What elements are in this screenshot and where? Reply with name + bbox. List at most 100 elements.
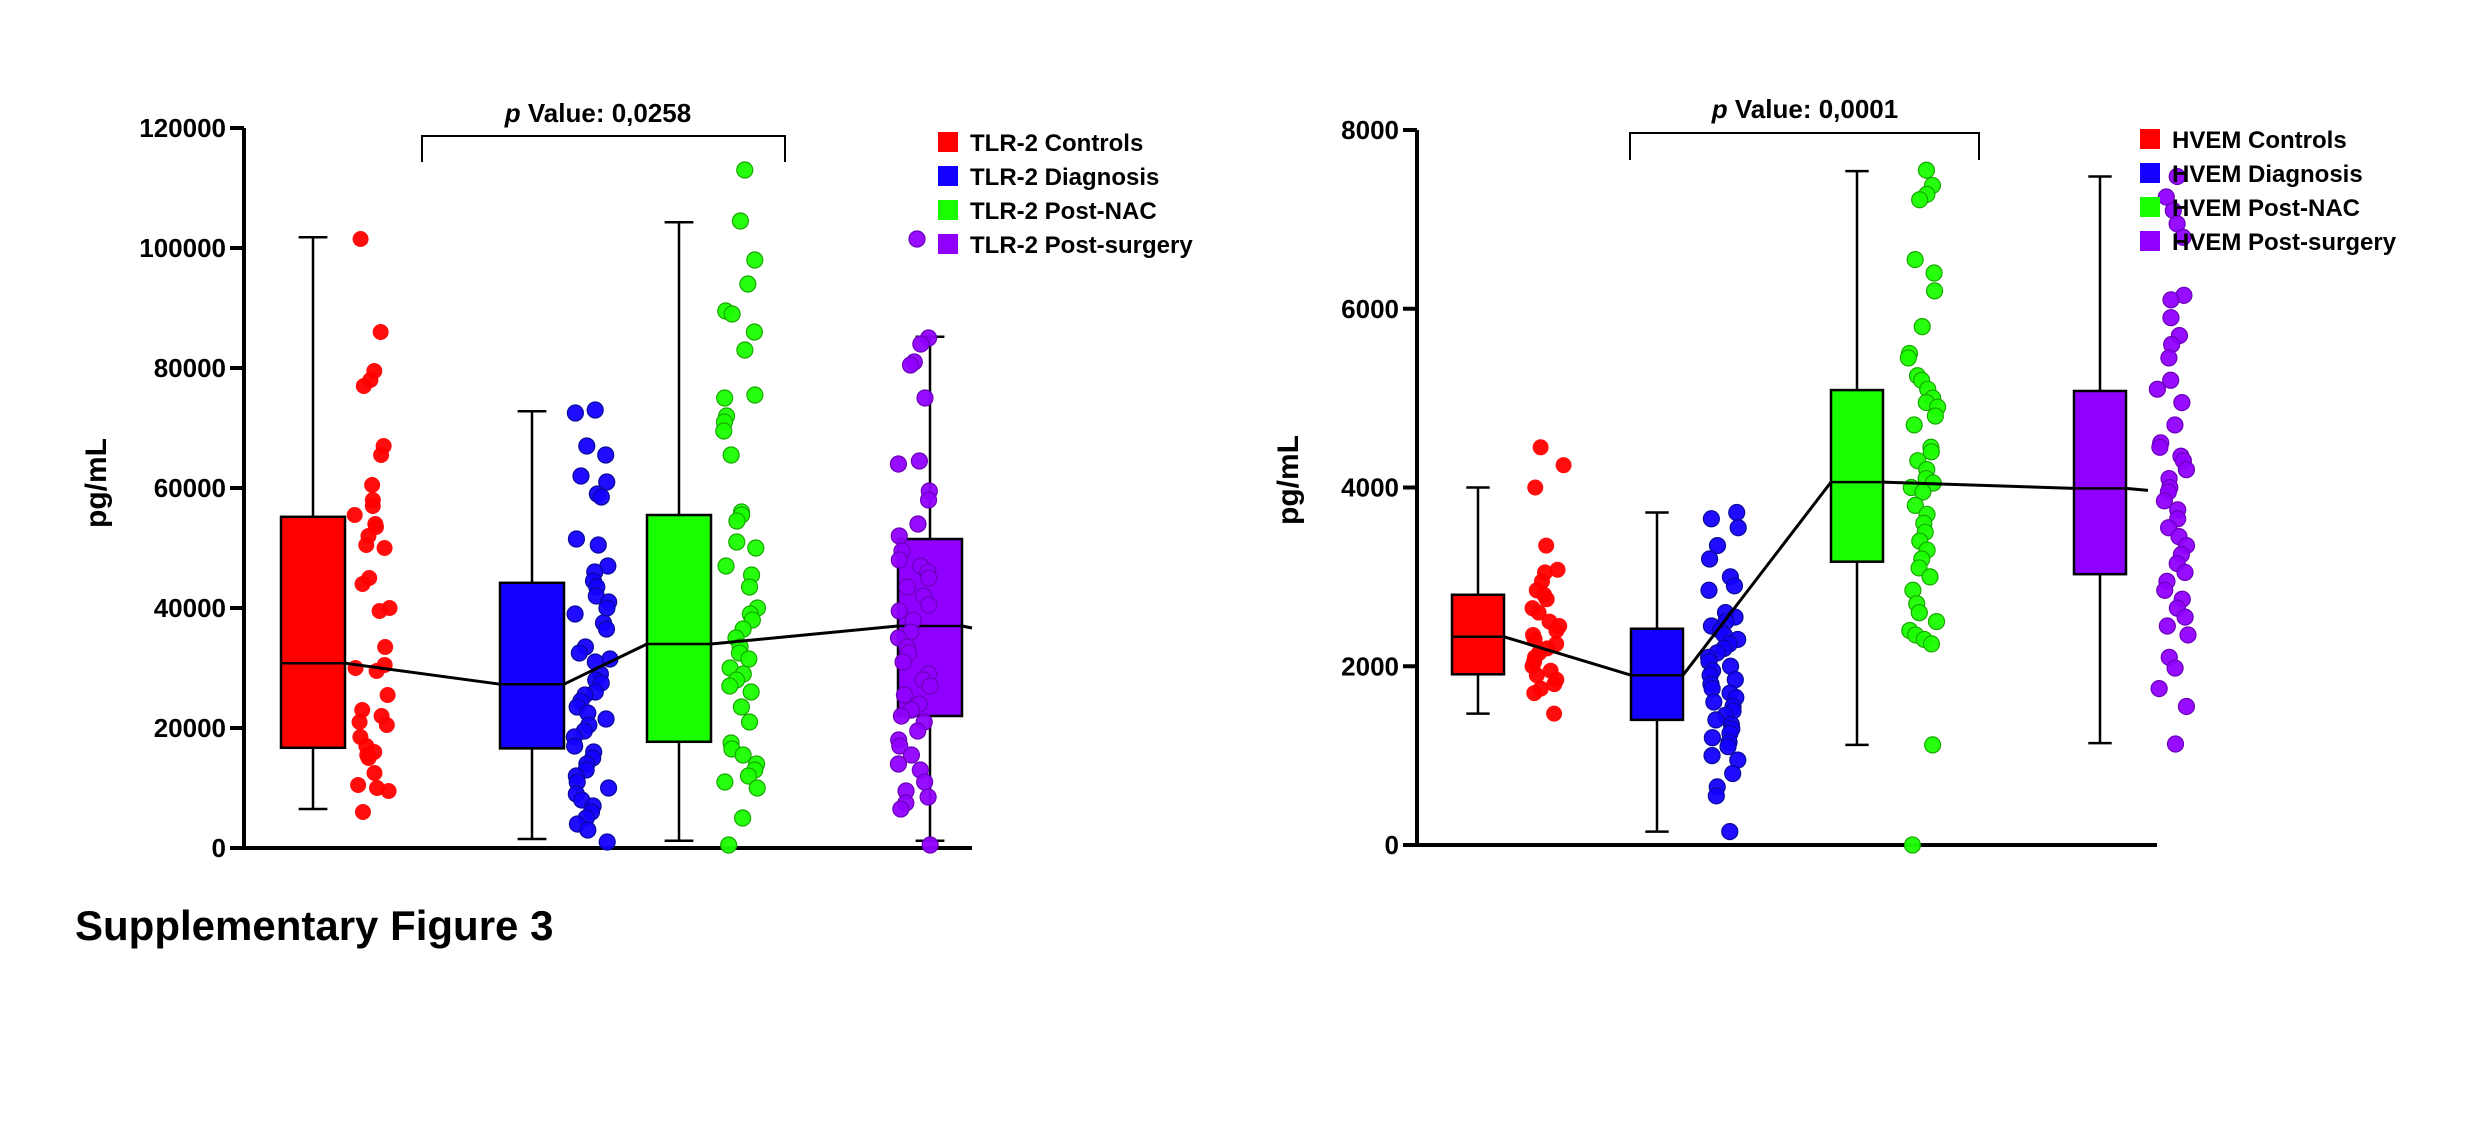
legend-label: TLR-2 Controls bbox=[970, 130, 1143, 157]
y-axis-label: pg/mL bbox=[80, 438, 113, 528]
data-point bbox=[1729, 519, 1747, 537]
box bbox=[645, 513, 713, 744]
data-point bbox=[1917, 161, 1936, 179]
data-point bbox=[716, 389, 734, 407]
data-point bbox=[1530, 604, 1547, 621]
data-point bbox=[566, 404, 584, 422]
data-point bbox=[1925, 264, 1943, 282]
legend-item: HVEM Post-NAC bbox=[2140, 195, 2360, 222]
y-tick-label: 100000 bbox=[139, 233, 226, 263]
data-point bbox=[578, 437, 596, 455]
data-point bbox=[717, 557, 735, 575]
data-point bbox=[734, 809, 752, 827]
data-point bbox=[350, 777, 367, 793]
data-point bbox=[1913, 318, 1931, 336]
data-point bbox=[2176, 608, 2194, 626]
legend-item: TLR-2 Post-NAC bbox=[938, 198, 1157, 225]
data-point bbox=[2156, 581, 2174, 599]
data-point bbox=[740, 713, 759, 731]
p-value-text: Value: 0,0001 bbox=[1728, 94, 1899, 124]
tlr2-chart: 0 20000 40000 60000 80000 100000 120000 pg/mL p … bbox=[80, 98, 1193, 863]
y-tick-label: 0 bbox=[1385, 830, 1399, 860]
data-point bbox=[2166, 735, 2185, 753]
data-point bbox=[1538, 537, 1555, 554]
data-point bbox=[722, 446, 740, 464]
data-point bbox=[898, 578, 916, 596]
data-point bbox=[1927, 612, 1946, 631]
data-point bbox=[377, 639, 394, 655]
data-point bbox=[895, 686, 914, 704]
median-trend-line bbox=[1503, 480, 2149, 677]
data-point bbox=[346, 507, 363, 523]
data-point bbox=[1905, 416, 1923, 434]
data-point bbox=[354, 702, 371, 718]
data-point bbox=[598, 599, 616, 617]
p-value-annotation: p Value: 0,0001 bbox=[1711, 94, 1898, 124]
data-point bbox=[2174, 228, 2192, 246]
data-point bbox=[373, 447, 390, 463]
data-point bbox=[723, 305, 741, 323]
legend-item: HVEM Controls bbox=[2140, 127, 2347, 154]
data-point bbox=[736, 341, 754, 359]
data-point bbox=[586, 401, 604, 419]
data-point bbox=[720, 836, 738, 854]
data-point bbox=[572, 467, 590, 485]
significance-bracket bbox=[421, 135, 786, 162]
data-point bbox=[2173, 393, 2191, 412]
data-point bbox=[1546, 676, 1563, 693]
legend-swatch bbox=[938, 234, 958, 254]
data-point bbox=[736, 161, 754, 179]
data-point bbox=[380, 783, 397, 799]
y-tick-label: 2000 bbox=[1341, 651, 1399, 681]
data-point bbox=[746, 386, 764, 404]
data-point bbox=[890, 602, 908, 620]
data-point bbox=[351, 714, 368, 730]
legend-swatch bbox=[938, 200, 958, 220]
y-tick-label: 6000 bbox=[1341, 294, 1399, 324]
data-point bbox=[597, 620, 616, 638]
data-point bbox=[739, 767, 758, 785]
legend-label: HVEM Controls bbox=[2172, 127, 2347, 154]
data-point bbox=[919, 491, 938, 509]
data-point bbox=[747, 539, 765, 557]
data-point bbox=[919, 788, 937, 806]
legend-swatch bbox=[2140, 231, 2160, 251]
figure-caption: Supplementary Figure 3 bbox=[75, 902, 554, 949]
data-point bbox=[567, 530, 586, 548]
data-point bbox=[2162, 309, 2180, 327]
data-point bbox=[1700, 581, 1718, 599]
data-point bbox=[566, 605, 584, 623]
p-symbol: p bbox=[1711, 94, 1728, 124]
data-point bbox=[742, 683, 760, 701]
data-point bbox=[916, 389, 934, 407]
data-point bbox=[1925, 282, 1944, 300]
y-tick-label: 0 bbox=[212, 833, 226, 863]
data-point bbox=[354, 576, 371, 592]
data-point bbox=[748, 779, 766, 797]
y-tick-label: 80000 bbox=[154, 353, 226, 383]
data-point bbox=[890, 527, 908, 545]
data-point bbox=[1910, 604, 1928, 622]
y-tick-label: 60000 bbox=[154, 473, 226, 503]
data-point bbox=[1527, 479, 1544, 496]
legend-swatch bbox=[938, 132, 958, 152]
box bbox=[498, 581, 566, 750]
legend-label: HVEM Diagnosis bbox=[2172, 161, 2363, 188]
data-point bbox=[728, 533, 746, 551]
data-point bbox=[2158, 617, 2176, 635]
data-point bbox=[2151, 438, 2169, 456]
y-tick-label: 20000 bbox=[154, 713, 226, 743]
data-point bbox=[364, 498, 381, 514]
data-point bbox=[376, 540, 393, 556]
data-point bbox=[360, 750, 377, 766]
legend-label: HVEM Post-NAC bbox=[2172, 195, 2360, 222]
data-point bbox=[715, 422, 733, 440]
data-point bbox=[732, 698, 750, 716]
data-point bbox=[1548, 622, 1565, 639]
data-point bbox=[908, 230, 926, 248]
data-point bbox=[2166, 659, 2184, 677]
data-point bbox=[745, 323, 763, 341]
data-point bbox=[921, 836, 939, 854]
data-point bbox=[366, 765, 383, 781]
data-point bbox=[1724, 764, 1742, 783]
